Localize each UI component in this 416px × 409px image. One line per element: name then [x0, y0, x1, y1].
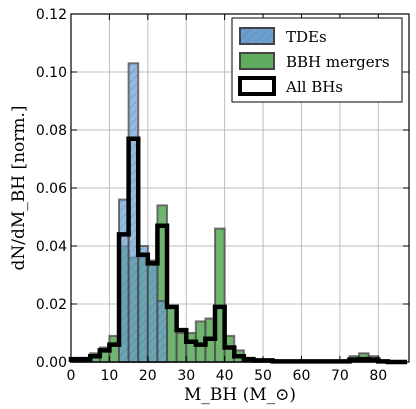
- bar-hatch: [138, 246, 148, 362]
- y-tick-label: 0.02: [36, 297, 67, 313]
- x-tick-label: 70: [331, 368, 349, 384]
- y-tick-label: 0.06: [36, 181, 67, 197]
- y-tick-label: 0.04: [36, 239, 67, 255]
- legend-swatch-bbh: [239, 52, 275, 70]
- legend-label-bbh: BBH mergers: [286, 53, 390, 71]
- x-tick-label: 50: [254, 368, 272, 384]
- y-tick-label: 0.00: [36, 355, 67, 371]
- x-tick-label: 60: [293, 368, 311, 384]
- legend-label-tdes: TDEs: [286, 28, 327, 46]
- legend: TDEs BBH mergers All BHs: [231, 17, 403, 103]
- y-tick-label: 0.10: [36, 65, 67, 81]
- legend-label-allbhs: All BHs: [285, 78, 343, 96]
- series-2-outline: [68, 136, 408, 365]
- x-tick-label: 10: [100, 368, 118, 384]
- legend-swatch-tdes-hatch: [240, 28, 274, 44]
- y-axis-label: dN/dM_BH [norm.]: [9, 105, 29, 270]
- bar-hatch: [147, 260, 158, 362]
- x-tick-label: 20: [139, 368, 157, 384]
- x-tick-label: 80: [369, 368, 387, 384]
- x-tick-label: 0: [67, 368, 76, 384]
- legend-swatch-allbhs: [238, 76, 276, 96]
- y-tick-label: 0.08: [36, 123, 67, 139]
- x-axis-label: M_BH (M_⊙): [184, 385, 296, 405]
- y-tick-label: 0.12: [36, 7, 67, 23]
- x-tick-label: 40: [216, 368, 234, 384]
- bar-hatch: [119, 199, 129, 362]
- bar-hatch: [128, 63, 139, 363]
- x-tick-label: 30: [177, 368, 195, 384]
- ticks: 0 10 20 30 40 50 60 70 80 0.00 0.02 0.04 0.06 0.08 0.1…: [36, 7, 409, 384]
- bar-hatch: [157, 301, 168, 362]
- bars: [68, 62, 408, 365]
